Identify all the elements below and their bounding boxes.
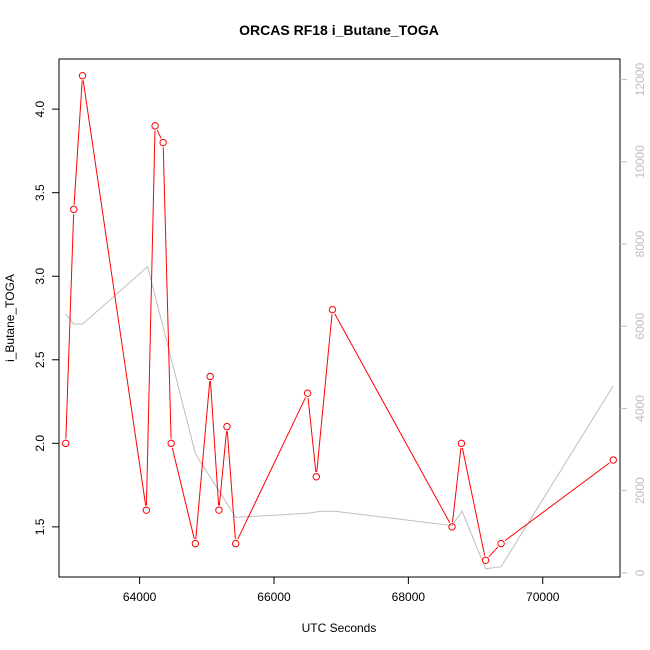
series-line-segment <box>162 147 172 439</box>
series-line-segment <box>145 130 156 506</box>
series-line-segment <box>504 462 610 542</box>
data-point <box>142 506 151 514</box>
data-point <box>312 473 321 481</box>
series-line-segment <box>237 397 307 540</box>
series-line-segment <box>316 314 333 473</box>
data-point <box>328 305 337 314</box>
y-tick-label: 1.5 <box>33 518 47 535</box>
y2-tick-label: 8000 <box>633 230 647 257</box>
data-point <box>609 456 617 464</box>
data-point <box>151 122 159 130</box>
x-axis-label: UTC Seconds <box>302 621 377 635</box>
y2-tick-label: 4000 <box>633 395 647 422</box>
y-tick-label: 3.5 <box>33 184 47 201</box>
x-tick-label: 64000 <box>123 590 157 604</box>
data-point <box>457 439 466 448</box>
series-line-segment <box>307 397 317 473</box>
series-line-segment <box>156 129 162 139</box>
x-axis: 64000 66000 68000 70000 <box>123 577 560 604</box>
data-point <box>448 523 456 531</box>
data-point <box>231 539 240 548</box>
y-axis-left: 1.5 2.0 2.5 3.0 3.5 4.0 <box>33 100 59 535</box>
y2-tick-label: 12000 <box>633 63 647 97</box>
x-tick-label: 66000 <box>257 590 291 604</box>
x-tick-label: 68000 <box>392 590 426 604</box>
y-tick-label: 4.0 <box>33 100 47 117</box>
series-line-segment <box>452 447 462 523</box>
series-line-segment <box>226 431 236 539</box>
series-line-segment <box>82 80 147 506</box>
series-line-segment <box>334 313 451 523</box>
plot-frame <box>58 58 621 578</box>
data-point <box>215 506 223 514</box>
series-layer <box>62 72 617 570</box>
y-axis-right: 0 2000 4000 6000 8000 10000 12000 <box>620 63 647 576</box>
series-line-segment <box>488 546 499 558</box>
data-point <box>191 539 200 548</box>
series-line-right-axis <box>65 265 614 570</box>
data-point <box>70 205 78 214</box>
series-line-segment <box>65 214 75 439</box>
y2-tick-label: 0 <box>633 569 647 576</box>
data-point <box>481 556 490 564</box>
y-tick-label: 3.0 <box>33 268 47 285</box>
y2-tick-label: 6000 <box>633 313 647 340</box>
data-point <box>159 138 167 147</box>
series-line-segment <box>209 381 220 506</box>
series-line-segment <box>171 447 195 540</box>
data-point <box>303 389 312 397</box>
series-line-segment <box>73 80 83 205</box>
series-line-segment <box>218 431 228 506</box>
y2-tick-label: 2000 <box>633 477 647 504</box>
x-tick-label: 70000 <box>526 590 560 604</box>
y-tick-label: 2.0 <box>33 435 47 452</box>
y2-tick-label: 10000 <box>633 145 647 179</box>
chart-title: ORCAS RF18 i_Butane_TOGA <box>239 22 439 38</box>
data-point <box>167 439 175 448</box>
data-point <box>62 439 70 448</box>
series-line-segment <box>195 381 211 539</box>
y-axis-label: i_Butane_TOGA <box>3 274 17 362</box>
y-tick-label: 2.5 <box>33 351 47 368</box>
series-line-segment <box>461 447 486 556</box>
data-point <box>497 539 505 548</box>
data-point <box>223 422 231 431</box>
data-point <box>206 372 214 381</box>
data-point <box>78 72 87 80</box>
